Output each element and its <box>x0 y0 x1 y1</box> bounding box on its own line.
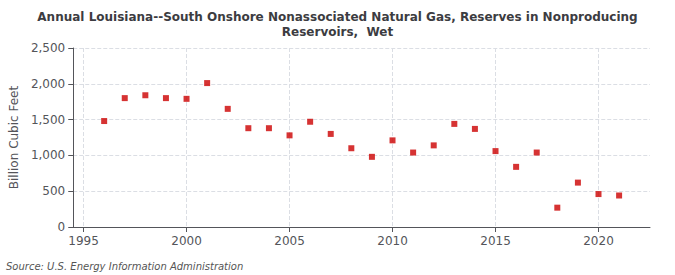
svg-text:0: 0 <box>58 220 66 234</box>
svg-text:500: 500 <box>42 184 65 198</box>
svg-text:Billion Cubic Feet: Billion Cubic Feet <box>7 86 21 190</box>
svg-text:2000: 2000 <box>171 234 202 248</box>
svg-text:1995: 1995 <box>68 234 99 248</box>
svg-text:Annual Louisiana--South Onshor: Annual Louisiana--South Onshore Nonassoc… <box>37 10 637 24</box>
svg-text:Source: U.S. Energy Informatio: Source: U.S. Energy Information Administ… <box>6 261 243 272</box>
svg-text:2005: 2005 <box>274 234 305 248</box>
svg-text:2020: 2020 <box>583 234 614 248</box>
svg-text:2,500: 2,500 <box>31 41 65 55</box>
svg-text:1,000: 1,000 <box>31 148 65 162</box>
svg-text:2015: 2015 <box>480 234 511 248</box>
svg-text:Reservoirs, Wet: Reservoirs, Wet <box>282 25 394 39</box>
svg-text:2010: 2010 <box>377 234 408 248</box>
svg-text:1,500: 1,500 <box>31 113 65 127</box>
svg-text:2,000: 2,000 <box>31 77 65 91</box>
